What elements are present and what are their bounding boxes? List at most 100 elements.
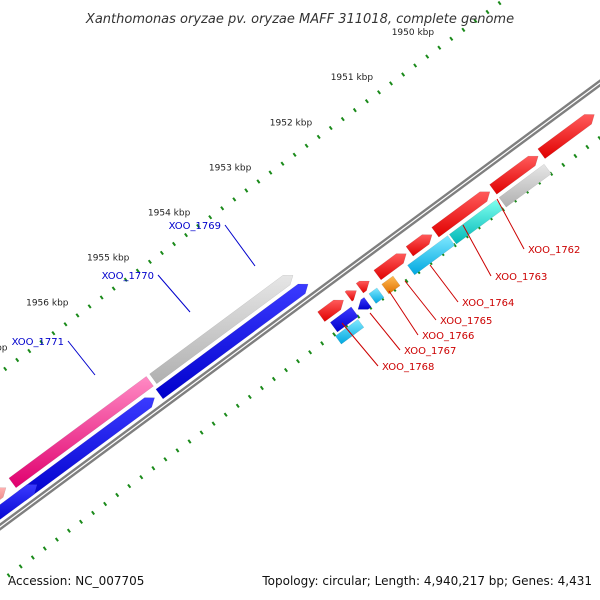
backbone-inner-line xyxy=(0,82,600,528)
gene-label-xoo-1764[interactable]: XOO_1764 xyxy=(462,298,514,309)
gene-label-xoo-1770[interactable]: XOO_1770 xyxy=(102,271,154,282)
tick-label: 1951 kbp xyxy=(331,73,374,83)
inner-tick-mark xyxy=(103,501,108,507)
gene-callouts: XOO_1762 XOO_1763 XOO_1764 XOO_1765 XOO_1766… xyxy=(12,198,580,376)
outer-tick-mark xyxy=(135,268,140,273)
gene-features xyxy=(0,114,595,525)
gene-block-orange[interactable] xyxy=(381,275,401,295)
outer-tick-mark xyxy=(244,188,249,193)
tick-label: 1953 kbp xyxy=(209,163,252,173)
outer-tick-mark xyxy=(473,18,478,24)
gene-block-xoo-1771[interactable] xyxy=(0,487,7,515)
tick-labels: 1945 kbp1946 kbp1947 kbp1948 kbp1949 kbp… xyxy=(0,28,435,354)
outer-tick-mark xyxy=(461,27,466,33)
accession-text: Accession: NC_007705 xyxy=(8,574,144,588)
topology-text: Topology: circular; Length: 4,940,217 bp… xyxy=(261,574,592,588)
outer-tick-mark xyxy=(352,107,357,113)
inner-tick-mark xyxy=(235,403,240,408)
inner-tick-mark xyxy=(259,385,264,391)
tick-label: 1956 kbp xyxy=(26,299,69,309)
gene-label-xoo-1769[interactable]: XOO_1769 xyxy=(169,221,221,232)
inner-tick-mark xyxy=(211,421,216,426)
map-title: Xanthomonas oryzae pv. oryzae MAFF 31101… xyxy=(85,12,514,27)
outer-tick-mark xyxy=(196,223,201,229)
gene-block-xoo-1768-a[interactable] xyxy=(317,299,344,322)
inner-tick-mark xyxy=(115,492,120,498)
gene-block-xoo-1763[interactable] xyxy=(431,191,491,238)
outer-tick-mark xyxy=(437,45,442,50)
inner-tick-mark xyxy=(175,448,180,453)
gene-block-blue-a[interactable] xyxy=(155,283,309,400)
outer-tick-mark xyxy=(364,99,369,104)
inner-tick-mark xyxy=(332,332,337,337)
gene-block-blue-c[interactable] xyxy=(0,484,38,525)
inner-tick-mark xyxy=(30,555,35,560)
gene-label-xoo-1768[interactable]: XOO_1768 xyxy=(382,362,434,373)
inner-tick-mark xyxy=(199,430,204,435)
tick-label: 1950 kbp xyxy=(392,28,435,38)
gene-block-xoo-1770[interactable] xyxy=(8,376,154,489)
inner-tick-mark xyxy=(79,519,83,525)
outer-tick-mark xyxy=(184,232,189,238)
callout-line-xoo-1769 xyxy=(224,224,256,267)
outer-tick-mark xyxy=(497,0,502,6)
outer-tick-mark xyxy=(316,134,321,140)
inner-tick-mark xyxy=(139,475,144,480)
gene-block-cyan[interactable] xyxy=(407,235,456,276)
gene-block-blue-b[interactable] xyxy=(18,397,155,501)
inner-tick-mark xyxy=(91,510,96,516)
inner-tick-mark xyxy=(283,367,289,373)
gene-label-xoo-1763[interactable]: XOO_1763 xyxy=(495,272,547,283)
gene-label-xoo-1766[interactable]: XOO_1766 xyxy=(422,331,474,342)
inner-tick-mark xyxy=(561,162,566,168)
outer-tick-mark xyxy=(280,161,285,166)
gene-block-blue-small[interactable] xyxy=(357,297,372,310)
inner-tick-mark xyxy=(247,394,252,400)
gene-block-xoo-1762[interactable] xyxy=(489,155,539,195)
outer-tick-mark xyxy=(111,286,116,291)
gene-block-xoo-1766[interactable] xyxy=(355,280,370,294)
outer-tick-mark xyxy=(99,295,104,300)
gene-label-xoo-1771[interactable]: XOO_1771 xyxy=(12,337,64,348)
outer-tick-mark xyxy=(268,170,273,175)
inner-tick-mark xyxy=(308,350,313,355)
callout-line-xoo-1764 xyxy=(429,264,459,303)
inner-tick-mark xyxy=(320,341,325,346)
outer-tick-mark xyxy=(376,90,382,95)
gene-label-xoo-1767[interactable]: XOO_1767 xyxy=(404,346,456,357)
outer-tick-mark xyxy=(123,277,128,282)
callout-line-xoo-1762 xyxy=(496,198,525,250)
gene-block-grey-inner[interactable] xyxy=(498,163,552,208)
gene-block-blue-inner[interactable] xyxy=(329,306,359,333)
outer-tick-mark xyxy=(87,304,92,309)
callout-line-xoo-1768 xyxy=(341,322,379,367)
gene-label-xoo-1765[interactable]: XOO_1765 xyxy=(440,316,492,327)
gene-block-red-right[interactable] xyxy=(537,114,595,159)
outer-tick-mark xyxy=(449,36,454,42)
inner-tick-mark xyxy=(573,153,578,159)
gene-label-xoo-1762[interactable]: XOO_1762 xyxy=(528,245,580,256)
inner-tick-mark xyxy=(42,546,47,551)
outer-tick-mark xyxy=(63,322,68,327)
inner-tick-mark xyxy=(223,412,228,417)
gene-block-xoo-1765[interactable] xyxy=(373,253,407,281)
outer-tick-mark xyxy=(159,250,164,256)
gene-block-xoo-1767-a[interactable] xyxy=(344,290,357,302)
outer-tick-mark xyxy=(3,366,8,372)
outer-tick-mark xyxy=(388,81,394,86)
outer-tick-mark xyxy=(340,116,345,122)
gene-block-teal[interactable] xyxy=(448,199,504,245)
gene-block-xoo-1769[interactable] xyxy=(149,275,294,385)
inner-tick-mark xyxy=(295,359,301,364)
outer-tick-mark xyxy=(292,152,297,157)
outer-tick-mark xyxy=(208,215,213,220)
callout-line-xoo-1765 xyxy=(404,280,437,321)
outer-tick-mark xyxy=(232,197,237,202)
inner-tick-mark xyxy=(585,144,590,150)
outer-tick-mark xyxy=(51,331,56,336)
inner-tick-mark xyxy=(18,564,23,569)
gene-block-cyan-small[interactable] xyxy=(368,287,385,304)
gene-block-xoo-1764[interactable] xyxy=(405,234,433,257)
